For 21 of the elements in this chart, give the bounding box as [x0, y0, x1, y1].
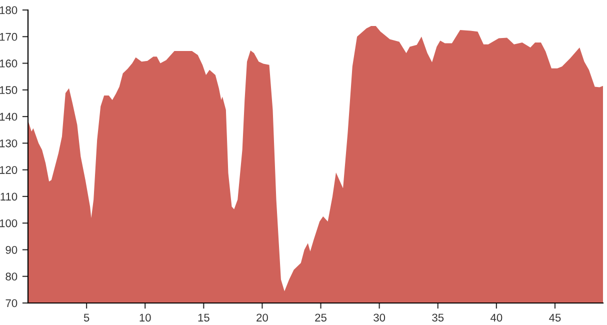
x-tick-label: 30	[374, 314, 386, 322]
y-tick-label: 100	[0, 219, 18, 228]
y-tick-label: 80	[6, 272, 18, 280]
y-tick-label: 170	[0, 32, 18, 41]
y-tick-label: 90	[6, 246, 18, 254]
y-tick-label: 180	[0, 6, 18, 14]
y-tick-label: 150	[0, 86, 18, 94]
y-tick-label: 120	[0, 166, 18, 174]
y-tick-label: 110	[0, 192, 18, 201]
y-tick-label: 140	[0, 112, 18, 121]
x-tick-label: 5	[84, 314, 90, 322]
y-tick-label: 70	[6, 299, 18, 308]
x-tick-label: 45	[549, 314, 561, 322]
x-tick-label: 40	[490, 314, 502, 322]
y-tick-label: 160	[0, 60, 18, 68]
x-tick-label: 15	[198, 314, 210, 322]
x-tick-label: 25	[315, 314, 326, 322]
x-tick-label: 35	[432, 314, 444, 322]
x-tick-label: 20	[256, 314, 268, 322]
x-tick-label: 10	[140, 314, 151, 322]
y-tick-label: 130	[0, 139, 18, 148]
